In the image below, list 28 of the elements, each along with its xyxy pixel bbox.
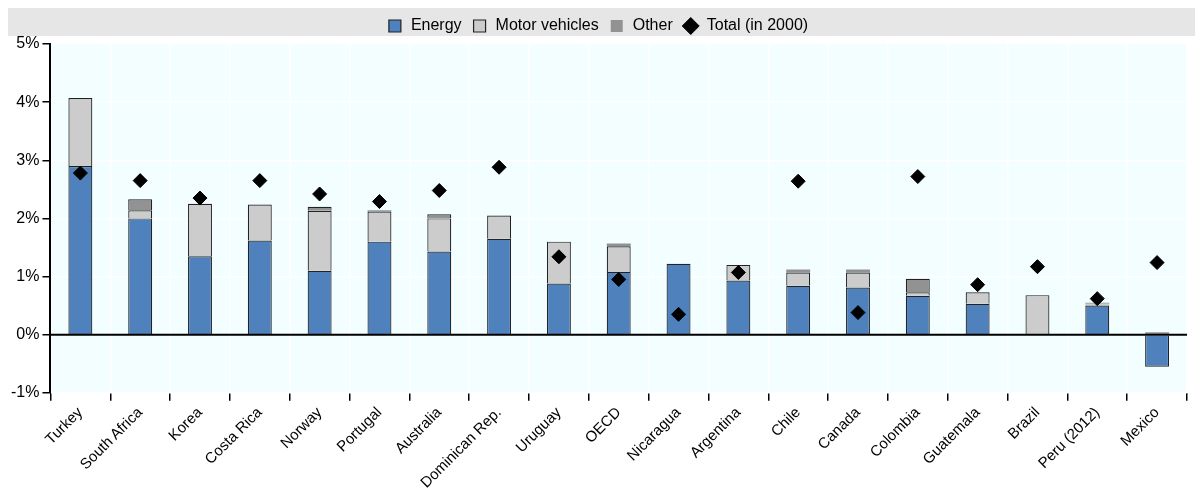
legend-label: Energy <box>410 16 462 34</box>
point <box>1089 291 1105 307</box>
point <box>431 183 447 198</box>
point <box>671 306 687 322</box>
point <box>371 194 387 210</box>
point <box>1029 259 1045 275</box>
point <box>790 173 806 189</box>
legend-label: Total (in 2000) <box>706 16 809 34</box>
y-tick-label: 5% <box>16 34 40 52</box>
point <box>1149 255 1165 271</box>
legend-label: Motor vehicles <box>495 16 599 34</box>
y-tick-label: -1% <box>11 383 40 401</box>
point <box>192 190 208 206</box>
point <box>132 173 148 189</box>
point <box>72 165 88 181</box>
point <box>611 271 627 287</box>
y-tick-label: 3% <box>16 150 40 168</box>
y-tick-label: 2% <box>16 208 40 226</box>
y-tick-label: 0% <box>16 325 40 343</box>
point <box>312 186 328 202</box>
legend-label: Other <box>632 16 674 34</box>
point <box>970 277 986 293</box>
point <box>491 159 507 175</box>
bar <box>606 243 631 247</box>
point <box>252 173 268 189</box>
y-tick-label: 4% <box>16 92 40 110</box>
y-tick-label: 1% <box>16 266 40 284</box>
point <box>910 169 926 185</box>
